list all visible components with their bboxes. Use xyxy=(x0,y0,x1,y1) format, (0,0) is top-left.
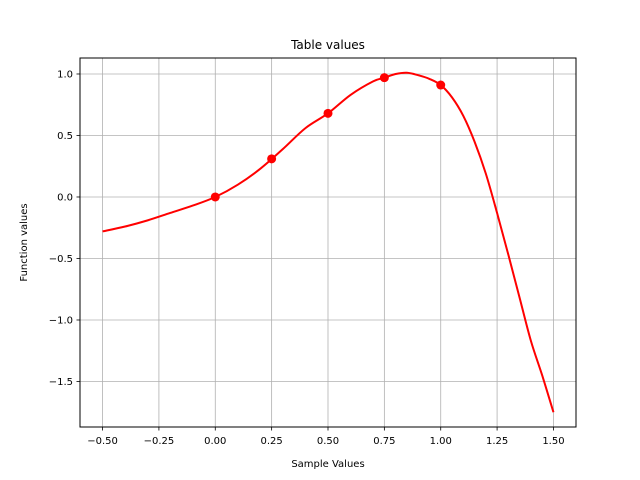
x-tick-label: −0.25 xyxy=(144,436,175,447)
series-layer xyxy=(102,71,555,413)
data-point-marker xyxy=(379,73,389,83)
data-point-marker xyxy=(436,80,446,90)
y-axis: 1.0 0.5 0.0 −0.5 −1.0 −1.5 xyxy=(49,69,80,388)
y-tick-label: −1.0 xyxy=(49,315,73,326)
x-tick-label: 0.50 xyxy=(317,436,339,447)
y-tick-label: −1.5 xyxy=(49,377,73,388)
y-axis-label: Function values xyxy=(19,203,30,281)
y-tick-label: 0.0 xyxy=(57,192,73,203)
x-tick-label: 1.25 xyxy=(486,436,508,447)
x-tick-label: 1.50 xyxy=(542,436,564,447)
data-point-marker xyxy=(210,192,220,202)
grid-lines xyxy=(80,58,576,427)
x-tick-label: −0.50 xyxy=(87,436,118,447)
x-tick-label: 0.25 xyxy=(261,436,283,447)
function-curve xyxy=(102,71,555,413)
y-tick-label: 0.5 xyxy=(57,131,73,142)
data-point-marker xyxy=(267,154,277,164)
x-tick-label: 0.75 xyxy=(373,436,395,447)
x-tick-label: 0.00 xyxy=(204,436,226,447)
data-point-marker xyxy=(323,108,333,118)
y-tick-label: 1.0 xyxy=(57,69,73,80)
chart-title: Table values xyxy=(290,38,365,52)
x-axis: −0.50 −0.25 0.00 0.25 0.50 0.75 1.00 1.25 1.50 xyxy=(87,427,565,447)
x-axis-label: Sample Values xyxy=(291,459,364,470)
y-tick-label: −0.5 xyxy=(49,254,73,265)
x-tick-label: 1.00 xyxy=(430,436,452,447)
